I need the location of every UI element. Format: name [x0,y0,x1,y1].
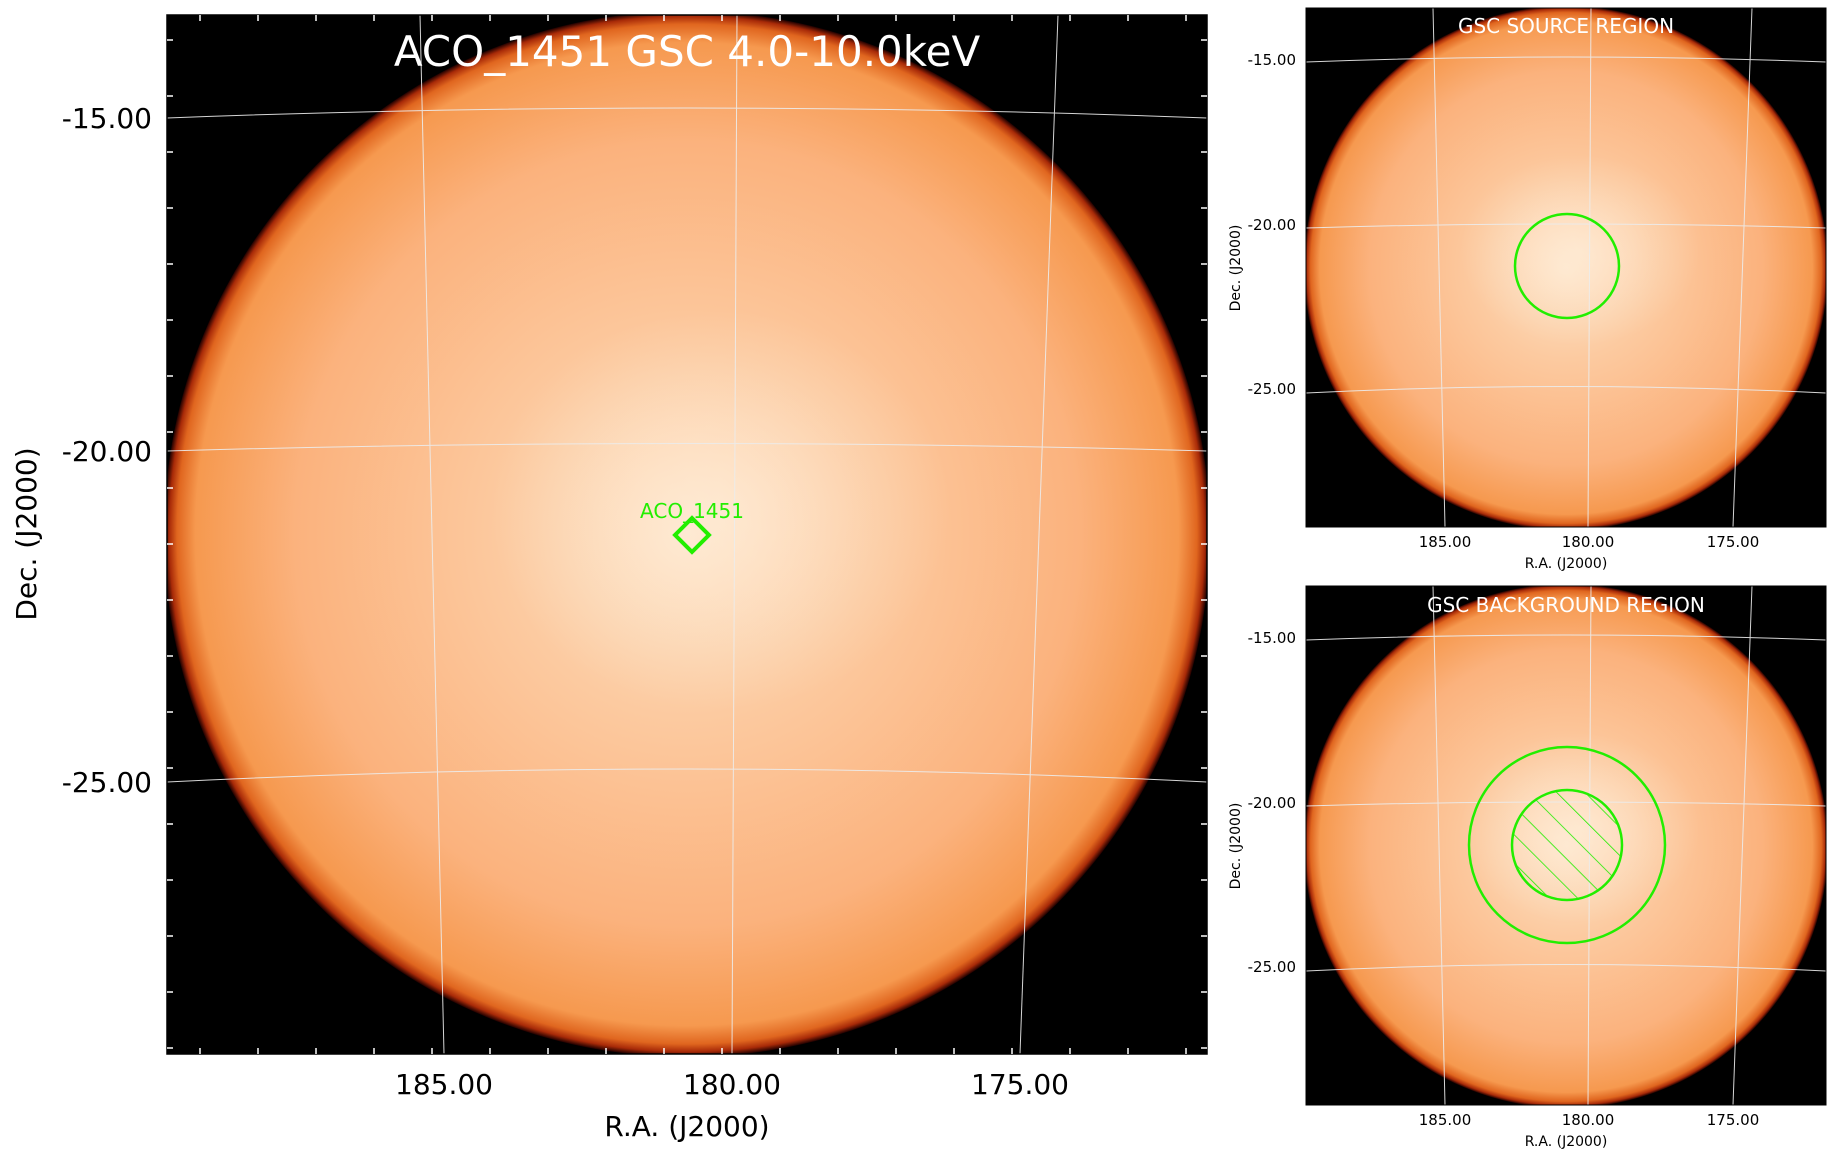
background-excluded-region [1510,788,1624,902]
source-coordinate-grid [1306,8,1826,527]
main-panel: ACO_1451 ACO_1451 GSC 4.0-10.0keV -15.00… [10,14,1208,1143]
source-region-circle [1513,212,1621,320]
background-annulus-outer [1467,745,1667,945]
source-label: ACO_1451 [640,499,744,523]
main-x-axis-label: R.A. (J2000) [604,1110,769,1143]
main-ytick-label: -15.00 [62,102,152,135]
main-ytick-label: -20.00 [62,435,152,468]
source-ytick-label: -20.00 [1248,216,1296,234]
source-region-panel: GSC SOURCE REGION -15.00 -20.00 -25.00 1… [1228,7,1827,572]
background-region-panel: GSC BACKGROUND REGION -15.00 -20.00 -25.… [1228,585,1827,1150]
source-frame [1305,7,1827,528]
main-minor-ticks [167,15,1207,1054]
background-x-axis-label: R.A. (J2000) [1525,1134,1608,1150]
main-coordinate-grid [167,15,1207,1054]
source-ytick-label: -25.00 [1248,380,1296,398]
main-frame [166,14,1208,1055]
background-ytick-label: -20.00 [1248,794,1296,812]
source-panel-title: GSC SOURCE REGION [1458,14,1674,38]
background-ytick-label: -25.00 [1248,958,1296,976]
source-xtick-label: 180.00 [1562,533,1615,551]
background-frame [1305,585,1827,1106]
main-title: ACO_1451 GSC 4.0-10.0keV [394,27,981,76]
source-y-axis-label: Dec. (J2000) [1228,225,1244,312]
background-panel-title: GSC BACKGROUND REGION [1427,593,1705,617]
main-xtick-label: 180.00 [683,1068,781,1101]
source-emission-glow [1460,155,1700,345]
source-marker-diamond [672,515,712,555]
source-xtick-label: 175.00 [1707,533,1760,551]
background-xtick-label: 180.00 [1562,1111,1615,1129]
main-emission-glow [490,310,950,710]
source-ytick-label: -15.00 [1248,51,1296,69]
background-y-axis-label: Dec. (J2000) [1228,803,1244,890]
main-xtick-label: 185.00 [395,1068,493,1101]
main-xtick-label: 175.00 [971,1068,1069,1101]
background-xtick-label: 185.00 [1419,1111,1472,1129]
main-y-axis-label: Dec. (J2000) [10,447,43,620]
main-ytick-label: -25.00 [62,766,152,799]
source-xtick-label: 185.00 [1419,533,1472,551]
background-ytick-label: -15.00 [1248,629,1296,647]
background-xtick-label: 175.00 [1707,1111,1760,1129]
source-x-axis-label: R.A. (J2000) [1525,556,1608,572]
